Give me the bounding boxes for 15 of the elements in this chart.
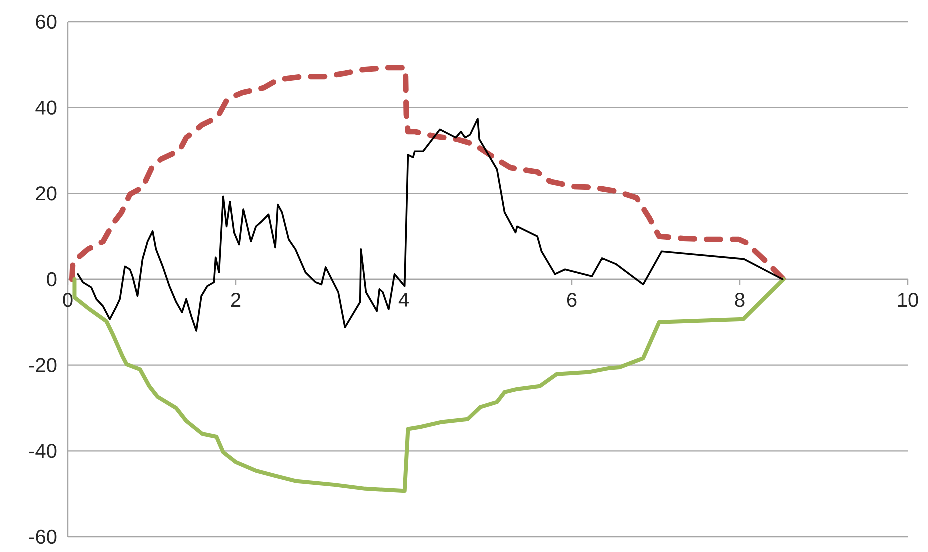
y-tick-label: -20 [29, 358, 57, 372]
x-tick-label: 0 [63, 293, 73, 308]
x-tick-label: 8 [735, 293, 745, 308]
x-tick-label: 10 [898, 293, 918, 308]
y-tick-label: -40 [29, 444, 57, 458]
y-tick-label: 0 [47, 272, 57, 287]
x-tick-label: 6 [567, 293, 577, 308]
line-series [77, 118, 784, 332]
y-tick-label: 60 [36, 14, 57, 30]
x-tick-label: 4 [398, 293, 409, 307]
y-tick-label: -60 [29, 530, 57, 544]
y-tick-label: 20 [36, 186, 57, 201]
x-tick-label: 2 [231, 293, 241, 307]
line-series [72, 277, 786, 494]
y-tick-label: 40 [36, 100, 57, 115]
